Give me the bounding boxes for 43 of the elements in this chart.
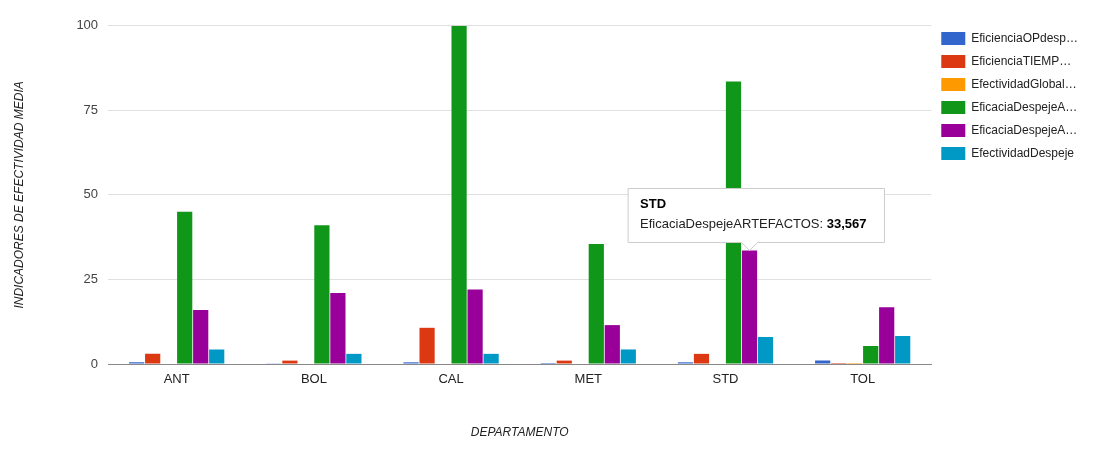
legend-label: EfectividadGlobal… bbox=[971, 76, 1077, 91]
bar bbox=[282, 360, 298, 364]
legend-label: EficaciaDespejeA… bbox=[971, 99, 1078, 114]
y-tick-label: 25 bbox=[83, 271, 99, 287]
bar bbox=[556, 360, 572, 364]
bar bbox=[895, 335, 911, 364]
bar bbox=[145, 353, 161, 364]
x-tick-label: BOL bbox=[300, 371, 327, 387]
bar bbox=[330, 292, 346, 364]
bar bbox=[693, 353, 710, 364]
annotation: STD EficaciaDespejeARTEFACTOS: 33,567 bbox=[640, 195, 867, 231]
bar bbox=[177, 211, 193, 364]
bar bbox=[483, 353, 499, 364]
bar bbox=[193, 309, 209, 364]
y-tick-label: 75 bbox=[83, 101, 99, 117]
bar bbox=[879, 307, 895, 364]
legend-label: EficaciaDespejeA… bbox=[971, 122, 1078, 137]
y-tick-label: 0 bbox=[90, 355, 99, 371]
bar bbox=[467, 289, 483, 364]
y-tick-label: 100 bbox=[76, 17, 99, 33]
legend-label: EficienciaTIEMP… bbox=[971, 53, 1072, 68]
y-tick-label: 50 bbox=[83, 186, 99, 202]
x-tick-label: TOL bbox=[850, 371, 876, 387]
x-tick-label: ANT bbox=[163, 371, 190, 387]
bar bbox=[815, 360, 831, 364]
x-tick-label: MET bbox=[574, 371, 603, 387]
legend-label: EfectividadDespeje bbox=[971, 145, 1075, 160]
bar bbox=[604, 325, 620, 364]
legend-label: EficienciaOPdesp… bbox=[971, 30, 1078, 45]
bar bbox=[346, 353, 362, 364]
bar bbox=[588, 243, 604, 364]
x-tick-label: STD bbox=[712, 371, 739, 387]
bar bbox=[741, 250, 758, 364]
bar bbox=[620, 349, 636, 364]
y-axis-title: INDICADORES DE EFECTIVIDAD MEDIA bbox=[11, 81, 26, 309]
bar bbox=[419, 327, 435, 364]
x-tick-label: CAL bbox=[438, 371, 464, 387]
bar bbox=[314, 225, 330, 364]
bar bbox=[451, 25, 467, 364]
x-axis-title: DEPARTAMENTO bbox=[470, 425, 569, 440]
bar bbox=[757, 336, 774, 364]
bar bbox=[209, 349, 225, 364]
bar bbox=[863, 346, 879, 364]
